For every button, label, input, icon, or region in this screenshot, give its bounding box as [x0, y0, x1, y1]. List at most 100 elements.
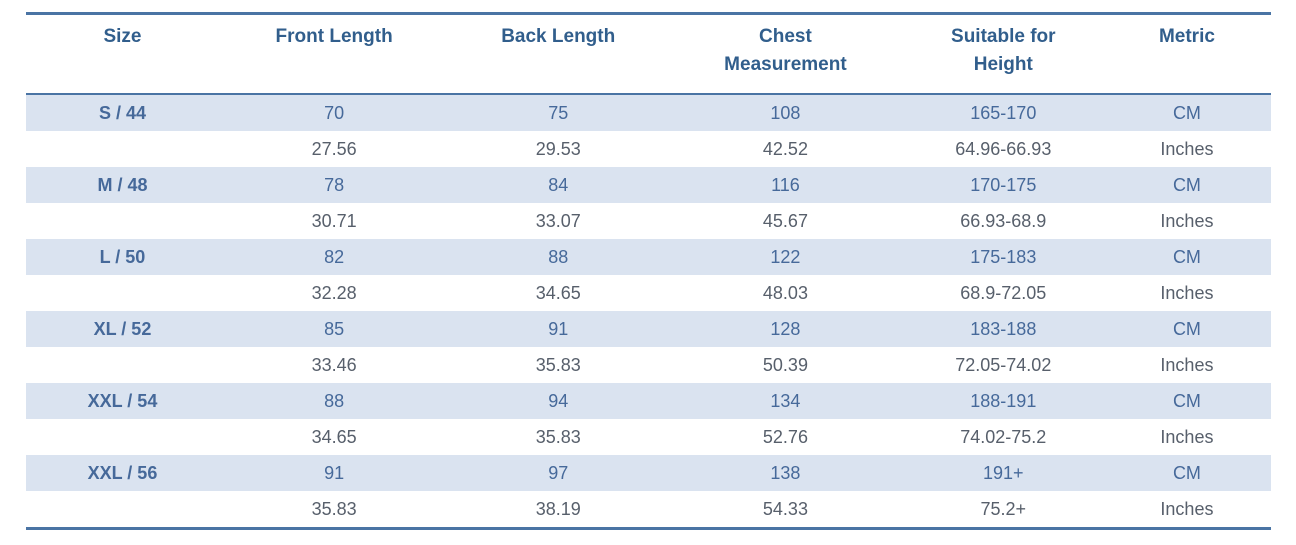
height-cell: 188-191 [903, 383, 1103, 419]
height-cell: 183-188 [903, 311, 1103, 347]
column-header-metric-label: Metric [1158, 26, 1215, 47]
back-length-cell: 38.19 [449, 491, 668, 529]
height-cell: 191+ [903, 455, 1103, 491]
metric-cell: Inches [1102, 419, 1271, 455]
size-cell: XXL / 56 [26, 455, 219, 491]
chest-cell: 48.03 [667, 275, 904, 311]
chest-cell: 128 [667, 311, 904, 347]
size-cell: L / 50 [26, 239, 219, 275]
chest-cell: 122 [667, 239, 904, 275]
chest-cell: 116 [667, 167, 904, 203]
metric-cell: CM [1102, 239, 1271, 275]
column-header-chest-measurement-label: Chest Measurement [724, 26, 847, 75]
chest-cell: 108 [667, 94, 904, 131]
size-cell: XL / 52 [26, 311, 219, 347]
size-cell [26, 131, 219, 167]
size-cell: M / 48 [26, 167, 219, 203]
metric-cell: CM [1102, 94, 1271, 131]
front-length-cell: 34.65 [218, 419, 450, 455]
height-cell: 66.93-68.9 [903, 203, 1103, 239]
back-length-cell: 97 [449, 455, 668, 491]
column-header-suitable-for-height: Suitable for Height [904, 14, 1103, 95]
metric-cell: CM [1102, 311, 1271, 347]
front-length-cell: 33.46 [218, 347, 450, 383]
back-length-cell: 35.83 [449, 347, 668, 383]
front-length-cell: 27.56 [218, 131, 450, 167]
column-header-suitable-for-height-label: Suitable for Height [951, 26, 1056, 75]
height-cell: 74.02-75.2 [903, 419, 1103, 455]
back-length-cell: 88 [449, 239, 668, 275]
size-cell [26, 275, 219, 311]
size-cell: S / 44 [26, 94, 219, 131]
chest-cell: 45.67 [667, 203, 904, 239]
size-cell [26, 491, 219, 529]
table-row-xxl56-cm: XXL / 56 91 97 138 191+ CM [26, 455, 1271, 491]
height-cell: 75.2+ [903, 491, 1103, 529]
height-cell: 64.96-66.93 [903, 131, 1103, 167]
back-length-cell: 75 [449, 94, 668, 131]
back-length-cell: 33.07 [449, 203, 668, 239]
back-length-cell: 34.65 [449, 275, 668, 311]
back-length-cell: 35.83 [449, 419, 668, 455]
chest-cell: 42.52 [667, 131, 904, 167]
page: Size Front Length Back Length Chest Meas… [0, 12, 1296, 545]
front-length-cell: 32.28 [218, 275, 450, 311]
front-length-cell: 82 [218, 239, 450, 275]
column-header-size: Size [26, 14, 219, 95]
metric-cell: Inches [1102, 275, 1271, 311]
table-row-xl52-cm: XL / 52 85 91 128 183-188 CM [26, 311, 1271, 347]
size-chart-container: Size Front Length Back Length Chest Meas… [26, 12, 1271, 530]
column-header-back-length: Back Length [449, 14, 667, 95]
front-length-cell: 70 [218, 94, 450, 131]
front-length-cell: 35.83 [218, 491, 450, 529]
metric-cell: Inches [1102, 131, 1271, 167]
table-row-xxl54-cm: XXL / 54 88 94 134 188-191 CM [26, 383, 1271, 419]
height-cell: 165-170 [903, 94, 1103, 131]
table-row-l50-cm: L / 50 82 88 122 175-183 CM [26, 239, 1271, 275]
column-header-chest-measurement: Chest Measurement [667, 14, 904, 95]
table-row-l50-inches: 32.28 34.65 48.03 68.9-72.05 Inches [26, 275, 1271, 311]
front-length-cell: 78 [218, 167, 450, 203]
metric-cell: Inches [1102, 347, 1271, 383]
column-header-metric: Metric [1103, 14, 1271, 95]
table-row-xxl54-inches: 34.65 35.83 52.76 74.02-75.2 Inches [26, 419, 1271, 455]
chest-cell: 50.39 [667, 347, 904, 383]
chest-cell: 54.33 [667, 491, 904, 529]
column-header-size-label: Size [103, 26, 142, 47]
table-row-xl52-inches: 33.46 35.83 50.39 72.05-74.02 Inches [26, 347, 1271, 383]
height-cell: 170-175 [903, 167, 1103, 203]
metric-cell: CM [1102, 383, 1271, 419]
metric-cell: CM [1102, 455, 1271, 491]
table-row-s44-cm: S / 44 70 75 108 165-170 CM [26, 94, 1271, 131]
chest-cell: 52.76 [667, 419, 904, 455]
front-length-cell: 30.71 [218, 203, 450, 239]
size-cell [26, 347, 219, 383]
back-length-cell: 91 [449, 311, 668, 347]
header-row: Size Front Length Back Length Chest Meas… [26, 14, 1271, 95]
table-row-m48-inches: 30.71 33.07 45.67 66.93-68.9 Inches [26, 203, 1271, 239]
table-row-s44-inches: 27.56 29.53 42.52 64.96-66.93 Inches [26, 131, 1271, 167]
size-chart-table: Size Front Length Back Length Chest Meas… [26, 12, 1271, 530]
metric-cell: CM [1102, 167, 1271, 203]
column-header-front-length: Front Length [219, 14, 449, 95]
size-cell: XXL / 54 [26, 383, 219, 419]
size-cell [26, 419, 219, 455]
size-cell [26, 203, 219, 239]
column-header-front-length-label: Front Length [275, 26, 393, 47]
metric-cell: Inches [1102, 491, 1271, 529]
height-cell: 68.9-72.05 [903, 275, 1103, 311]
height-cell: 175-183 [903, 239, 1103, 275]
front-length-cell: 88 [218, 383, 450, 419]
front-length-cell: 91 [218, 455, 450, 491]
table-row-m48-cm: M / 48 78 84 116 170-175 CM [26, 167, 1271, 203]
height-cell: 72.05-74.02 [903, 347, 1103, 383]
metric-cell: Inches [1102, 203, 1271, 239]
front-length-cell: 85 [218, 311, 450, 347]
back-length-cell: 84 [449, 167, 668, 203]
table-row-xxl56-inches: 35.83 38.19 54.33 75.2+ Inches [26, 491, 1271, 529]
chest-cell: 134 [667, 383, 904, 419]
chest-cell: 138 [667, 455, 904, 491]
back-length-cell: 29.53 [449, 131, 668, 167]
column-header-back-length-label: Back Length [501, 26, 616, 47]
back-length-cell: 94 [449, 383, 668, 419]
